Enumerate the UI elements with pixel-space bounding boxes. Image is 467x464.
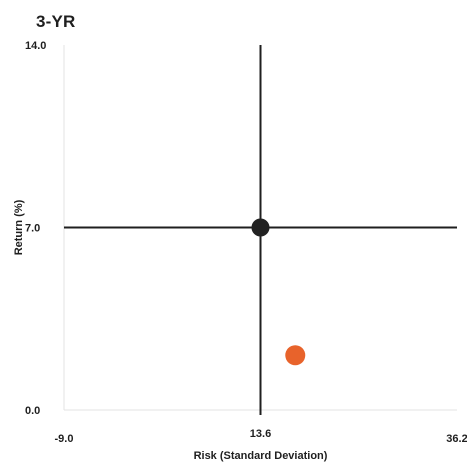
- y-tick-label: 0.0: [25, 405, 40, 417]
- data-point-1-0: [285, 345, 306, 366]
- y-axis-label: Return (%): [13, 199, 25, 255]
- x-axis-label: Risk (Standard Deviation): [194, 450, 328, 462]
- data-point-0-0: [251, 218, 270, 237]
- x-tick-label: 36.2: [446, 433, 467, 445]
- y-tick-label: 14.0: [25, 40, 46, 52]
- x-tick-label: -9.0: [55, 433, 74, 445]
- axis-labels: 0.0 7.0 14.0 -9.0 13.6 36.2 Risk (Standard Dev…: [13, 40, 467, 462]
- chart-title: 3-YR: [36, 12, 76, 31]
- x-tick-label: 13.6: [250, 428, 271, 440]
- y-tick-label: 7.0: [25, 223, 40, 235]
- data-points: [251, 218, 306, 366]
